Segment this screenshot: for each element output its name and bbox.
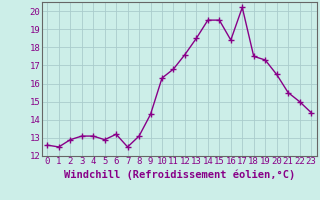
X-axis label: Windchill (Refroidissement éolien,°C): Windchill (Refroidissement éolien,°C): [64, 169, 295, 180]
